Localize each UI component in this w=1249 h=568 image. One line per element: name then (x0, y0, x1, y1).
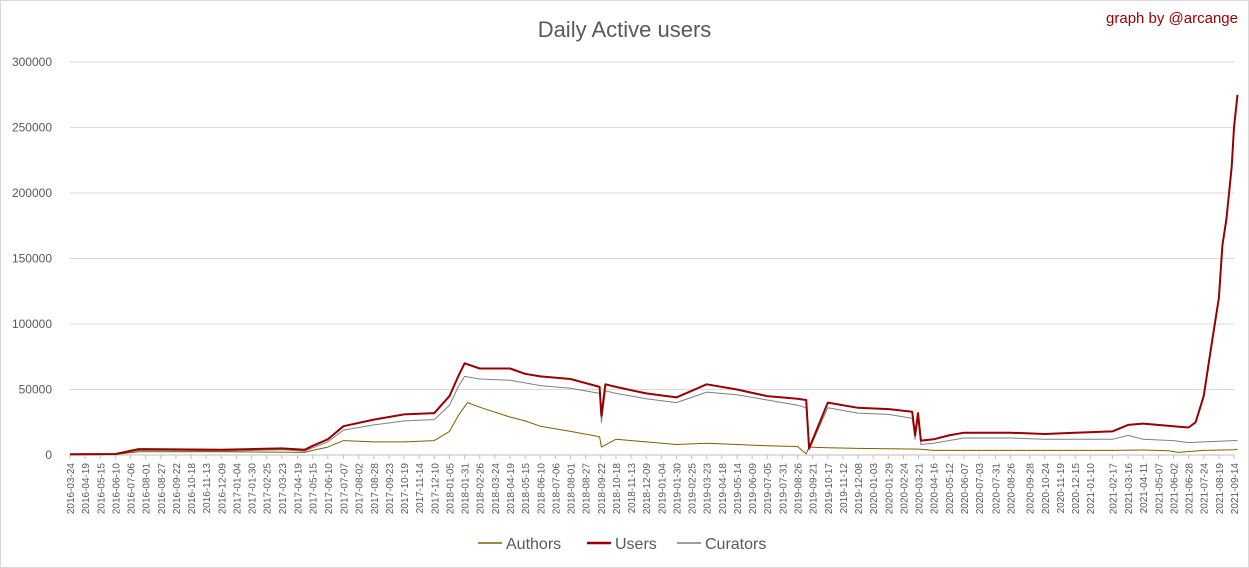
x-tick-label: 2019-03-23 (703, 463, 714, 515)
x-tick-label: 2019-06-09 (748, 463, 759, 515)
x-tick-label: 2018-03-24 (491, 463, 502, 515)
series-line-authors (69, 402, 1238, 456)
legend-label-users: Users (615, 536, 657, 553)
x-tick-label: 2016-04-19 (81, 463, 92, 515)
x-tick-label: 2021-09-14 (1230, 463, 1241, 515)
x-tick-label: 2019-11-12 (839, 463, 850, 514)
x-tick-label: 2021-02-17 (1108, 463, 1119, 515)
x-tick-label: 2016-08-27 (157, 463, 168, 515)
x-tick-label: 2020-11-19 (1056, 463, 1067, 514)
x-tick-label: 2016-08-01 (142, 463, 153, 515)
x-tick-label: 2019-07-05 (763, 463, 774, 515)
x-tick-label: 2018-08-27 (582, 463, 593, 515)
x-tick-label: 2016-05-15 (96, 463, 107, 515)
x-tick-label: 2020-03-21 (915, 463, 926, 515)
x-tick-label: 2021-06-28 (1185, 463, 1196, 515)
x-tick-label: 2017-11-14 (415, 463, 426, 514)
x-tick-label: 2016-10-18 (187, 463, 198, 515)
x-tick-label: 2017-09-23 (385, 463, 396, 515)
credit-label: graph by @arcange (1106, 10, 1238, 27)
x-tick-label: 2017-08-02 (355, 463, 366, 515)
x-tick-label: 2019-12-08 (854, 463, 865, 515)
y-tick-label: 150000 (12, 252, 52, 266)
legend: Authors Users Curators (478, 536, 766, 553)
y-tick-label: 50000 (19, 383, 53, 397)
x-tick-label: 2017-08-28 (370, 463, 381, 515)
x-tick-label: 2016-09-22 (172, 463, 183, 515)
x-tick-label: 2016-11-13 (202, 463, 213, 514)
x-tick-label: 2020-10-24 (1041, 463, 1052, 515)
x-tick-label: 2018-05-15 (521, 463, 532, 515)
x-tick-label: 2018-01-05 (445, 463, 456, 515)
x-tick-label: 2019-09-21 (809, 463, 820, 515)
x-tick-label: 2018-09-22 (597, 463, 608, 515)
x-tick-label: 2017-02-25 (263, 463, 274, 515)
legend-label-authors: Authors (506, 536, 561, 553)
x-tick-label: 2018-10-18 (612, 463, 623, 515)
x-tick-label: 2017-06-10 (324, 463, 335, 515)
x-tick-label: 2019-10-17 (824, 463, 835, 515)
y-tick-label: 250000 (12, 121, 52, 135)
x-tick-label: 2020-05-12 (945, 463, 956, 515)
x-tick-label: 2016-12-09 (217, 463, 228, 515)
x-tick-label: 2020-07-31 (991, 463, 1002, 515)
x-tick-label: 2019-05-14 (733, 463, 744, 515)
x-tick-label: 2017-10-19 (400, 463, 411, 515)
x-tick-label: 2017-03-23 (278, 463, 289, 515)
x-tick-label: 2020-07-03 (975, 463, 986, 515)
x-tick-label: 2018-01-31 (461, 463, 472, 515)
x-tick-label: 2017-01-30 (248, 463, 259, 515)
x-tick-label: 2021-07-24 (1200, 463, 1211, 515)
x-tick-label: 2018-11-13 (627, 463, 638, 514)
x-tick-label: 2018-07-06 (551, 463, 562, 515)
x-tick-label: 2019-01-04 (657, 463, 668, 515)
legend-label-curators: Curators (705, 536, 766, 553)
x-tick-label: 2019-08-26 (794, 463, 805, 515)
x-tick-label: 2021-08-19 (1215, 463, 1226, 515)
x-tick-label: 2017-04-19 (294, 463, 305, 515)
x-tick-label: 2016-03-24 (66, 463, 77, 515)
x-tick-label: 2018-06-10 (536, 463, 547, 515)
x-tick-label: 2020-09-28 (1026, 463, 1037, 515)
x-tick-label: 2019-01-30 (672, 463, 683, 515)
x-tick-label: 2017-05-15 (309, 463, 320, 515)
y-tick-label: 300000 (12, 55, 52, 69)
x-tick-label: 2021-01-10 (1086, 463, 1097, 515)
series-line-curators (69, 375, 1238, 456)
x-tick-label: 2019-07-31 (778, 463, 789, 515)
x-tick-label: 2020-12-15 (1071, 463, 1082, 515)
x-tick-label: 2017-01-04 (232, 463, 243, 515)
x-tick-label: 2021-03-16 (1124, 463, 1135, 515)
series-lines (69, 94, 1239, 456)
x-tick-label: 2020-08-26 (1007, 463, 1018, 515)
x-tick-label: 2020-02-24 (899, 463, 910, 515)
x-tick-label: 2019-02-25 (688, 463, 699, 515)
x-tick-label: 2021-05-07 (1154, 463, 1165, 515)
x-tick-label: 2020-04-16 (930, 463, 941, 515)
y-tick-label: 0 (45, 448, 52, 462)
x-tick-label: 2018-08-01 (567, 463, 578, 515)
x-tick-label: 2017-07-07 (340, 463, 351, 515)
y-axis-ticks: 0 50000 100000 150000 200000 250000 300000 (12, 55, 52, 462)
x-tick-label: 2020-01-03 (869, 463, 880, 515)
gridlines (70, 61, 1234, 456)
x-tick-label: 2020-06-07 (960, 463, 971, 515)
x-tick-label: 2018-12-09 (642, 463, 653, 515)
x-tick-label: 2020-01-29 (884, 463, 895, 515)
x-tick-label: 2021-06-02 (1169, 463, 1180, 515)
x-tick-label: 2018-02-26 (476, 463, 487, 515)
x-tick-label: 2016-07-06 (127, 463, 138, 515)
y-tick-label: 200000 (12, 186, 52, 200)
x-axis-ticks: 2016-03-24 2016-04-19 2016-05-15 2016-06-10… (66, 455, 1241, 514)
x-tick-label: 2019-04-18 (718, 463, 729, 515)
chart-title: Daily Active users (537, 17, 712, 42)
series-line-users (69, 94, 1239, 456)
x-tick-label: 2017-12-10 (430, 463, 441, 515)
x-tick-label: 2018-04-19 (506, 463, 517, 515)
x-tick-label: 2021-04-11 (1139, 463, 1150, 514)
x-tick-label: 2016-06-10 (111, 463, 122, 515)
y-tick-label: 100000 (12, 317, 52, 331)
